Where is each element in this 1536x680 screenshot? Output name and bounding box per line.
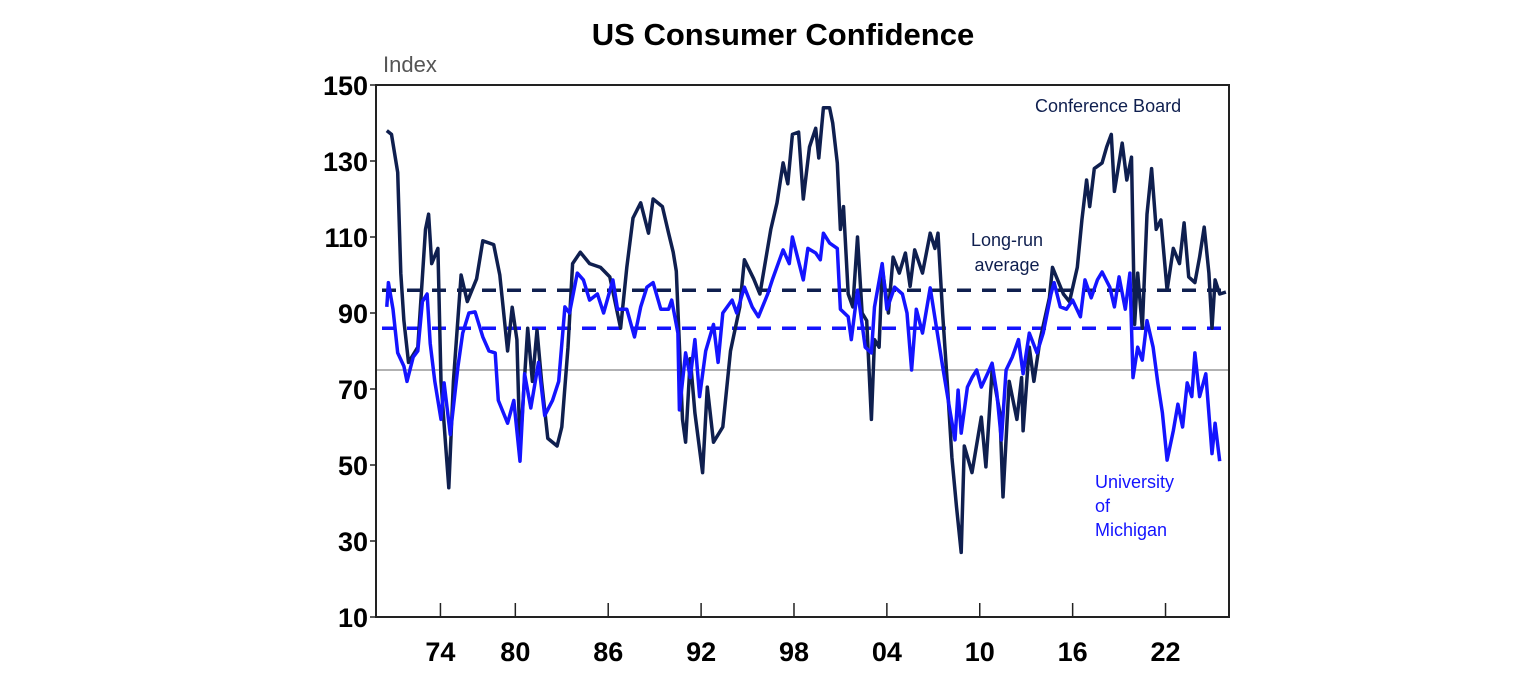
x-tick-label: 04 [872, 637, 902, 667]
x-tick-label: 92 [686, 637, 716, 667]
y-axis: 10 30 50 70 90 110 130 150 [323, 71, 376, 633]
annotation-long-run-line1: Long-run [971, 230, 1043, 250]
y-tick-label: 110 [324, 223, 368, 253]
x-tick-label: 98 [779, 637, 809, 667]
x-tick-label: 10 [965, 637, 995, 667]
series-label-conference-board: Conference Board [1035, 96, 1181, 116]
x-tick-label: 22 [1151, 637, 1181, 667]
series-lines [385, 106, 1227, 555]
series-label-michigan-line2: of [1095, 496, 1111, 516]
x-tick-label: 86 [593, 637, 623, 667]
annotation-long-run-line2: average [974, 255, 1039, 275]
plot-frame [375, 84, 1230, 618]
x-tick-label: 74 [425, 637, 455, 667]
y-tick-label: 50 [338, 451, 368, 481]
chart-title: US Consumer Confidence [592, 17, 974, 52]
y-tick-label: 70 [338, 375, 368, 405]
y-axis-label: Index [383, 52, 437, 77]
series-label-michigan-line3: Michigan [1095, 520, 1167, 540]
y-tick-label: 130 [323, 147, 368, 177]
y-tick-label: 30 [338, 527, 368, 557]
x-axis: 74 80 86 92 98 04 10 16 22 [425, 603, 1181, 667]
y-tick-label: 10 [338, 603, 368, 633]
series-line-michigan [385, 231, 1222, 463]
x-tick-label: 16 [1058, 637, 1088, 667]
y-tick-label: 90 [338, 299, 368, 329]
series-line-conference-board [385, 106, 1227, 555]
x-tick-label: 80 [500, 637, 530, 667]
series-label-michigan-line1: University [1095, 472, 1174, 492]
y-tick-label: 150 [323, 71, 368, 101]
